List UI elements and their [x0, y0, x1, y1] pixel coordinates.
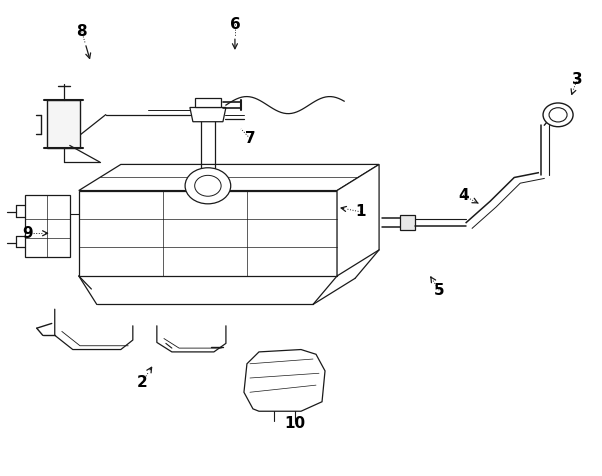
Text: 7: 7 — [244, 131, 255, 146]
Polygon shape — [190, 108, 226, 122]
Polygon shape — [47, 100, 80, 148]
Text: 9: 9 — [22, 226, 33, 241]
Polygon shape — [400, 216, 415, 230]
Text: 8: 8 — [76, 24, 87, 39]
Text: 2: 2 — [137, 375, 147, 390]
Circle shape — [185, 168, 231, 204]
Polygon shape — [25, 195, 70, 257]
Text: 1: 1 — [356, 204, 366, 219]
Polygon shape — [79, 190, 337, 276]
Text: 3: 3 — [572, 71, 583, 87]
Text: 4: 4 — [458, 188, 468, 203]
Circle shape — [549, 108, 567, 122]
Text: 5: 5 — [434, 283, 444, 298]
Circle shape — [543, 103, 573, 127]
Polygon shape — [244, 349, 325, 411]
Polygon shape — [79, 164, 379, 190]
Text: 10: 10 — [284, 416, 306, 431]
Polygon shape — [194, 98, 221, 108]
Text: 6: 6 — [229, 17, 240, 32]
Circle shape — [194, 175, 221, 196]
Polygon shape — [337, 164, 379, 276]
